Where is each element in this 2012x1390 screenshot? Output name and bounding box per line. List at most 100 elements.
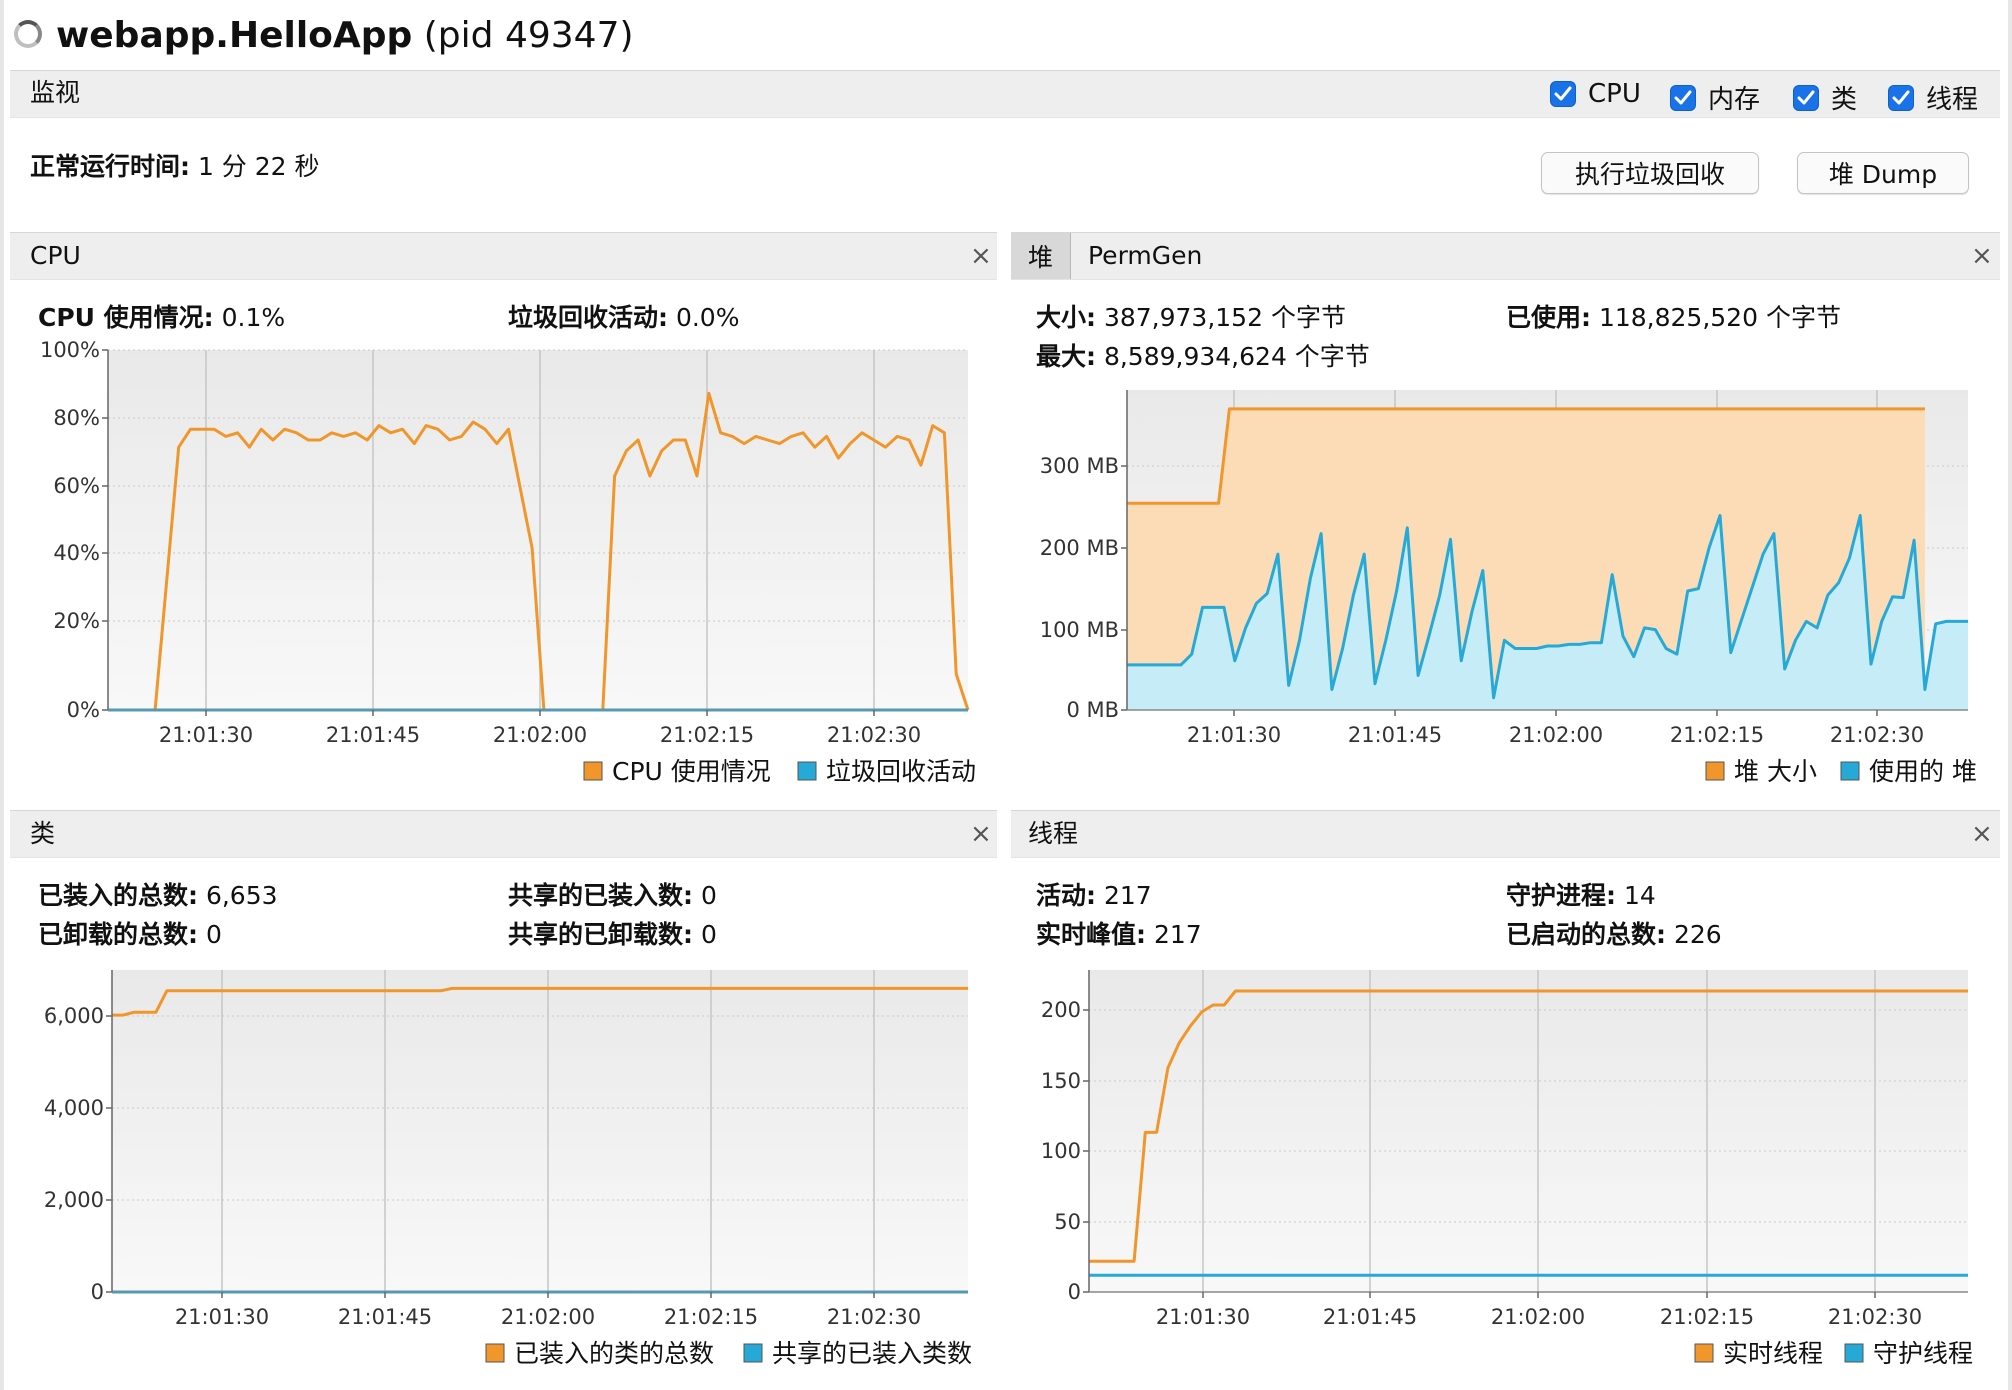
app-name: webapp.HelloApp	[56, 15, 413, 56]
stat-value: 118,825,520 个字节	[1598, 303, 1841, 332]
x-tick-label: 21:01:30	[1187, 723, 1281, 747]
window-left-border	[0, 0, 4, 1390]
heap-dump-button[interactable]: 堆 Dump	[1797, 152, 1969, 194]
series-line	[1089, 989, 1968, 1263]
legend-label: 使用的 堆	[1869, 757, 1977, 786]
checkbox-cpu[interactable]: CPU	[1550, 79, 1641, 109]
threads-panel-close-icon[interactable]: ×	[1971, 819, 1993, 849]
x-tick-label: 21:02:15	[660, 723, 754, 747]
stat-label: 实时峰值:	[1036, 920, 1146, 949]
uptime-label: 正常运行时间:	[30, 152, 190, 181]
y-tick-label: 0 MB	[1066, 698, 1119, 722]
y-tick-label: 200	[1041, 998, 1081, 1022]
stat-label: 共享的已装入数:	[508, 881, 693, 910]
stat-label: 守护进程:	[1506, 881, 1616, 910]
stat-value: 0	[700, 881, 717, 910]
perform-gc-button[interactable]: 执行垃圾回收	[1541, 152, 1759, 194]
x-tick-label: 21:02:30	[827, 1305, 921, 1329]
series-area	[1127, 515, 1968, 710]
stat-label: 垃圾回收活动:	[508, 303, 668, 332]
x-tick-label: 21:02:30	[1830, 723, 1924, 747]
checkbox-classes[interactable]: 类	[1793, 79, 1857, 116]
classes-shared-loaded-stat: 共享的已装入数: 0	[508, 881, 717, 911]
series-line	[112, 986, 968, 1017]
checkbox-threads-label: 线程	[1926, 85, 1979, 115]
cpu-panel-close-icon[interactable]: ×	[970, 241, 992, 271]
y-tick-label: 300 MB	[1040, 454, 1119, 478]
legend-swatch	[1694, 1343, 1714, 1363]
legend-label: 守护线程	[1873, 1339, 1973, 1368]
legend-swatch	[743, 1343, 763, 1363]
legend-swatch	[1844, 1343, 1864, 1363]
classes-loaded-stat: 已装入的总数: 6,653	[38, 881, 278, 911]
y-tick-label: 100 MB	[1040, 618, 1119, 642]
y-tick-label: 4,000	[44, 1096, 104, 1120]
checkbox-cpu-label: CPU	[1588, 79, 1641, 109]
x-tick-label: 21:02:15	[1660, 1305, 1754, 1329]
legend-label: 垃圾回收活动	[826, 757, 976, 786]
classes-panel-header	[10, 810, 997, 858]
legend-label: CPU 使用情况	[612, 757, 771, 786]
classes-panel-title: 类	[30, 819, 56, 848]
tab-heap[interactable]: 堆	[1011, 233, 1071, 279]
checkbox-memory[interactable]: 内存	[1670, 79, 1760, 116]
x-tick-label: 21:01:45	[1348, 723, 1442, 747]
y-tick-label: 2,000	[44, 1188, 104, 1212]
stat-value: 8,589,934,624 个字节	[1103, 342, 1370, 371]
threads-panel-title: 线程	[1028, 819, 1079, 848]
y-tick-label: 60%	[53, 474, 100, 498]
classes-panel-close-icon[interactable]: ×	[970, 819, 992, 849]
heap-size-stat: 大小: 387,973,152 个字节	[1036, 303, 1346, 333]
legend-label: 堆 大小	[1734, 757, 1817, 786]
classes-chart: 6,000 4,000 2,000 0 21:01:30 21:01:45 21:02:00…	[44, 970, 972, 1368]
cpu-panel-title: CPU	[30, 241, 81, 270]
stat-value: 0.1%	[221, 303, 286, 332]
threads-panel-header	[1011, 810, 2000, 858]
checkbox-checked-icon	[1793, 84, 1819, 111]
x-tick-label: 21:02:00	[493, 723, 587, 747]
x-tick-label: 21:01:30	[1156, 1305, 1250, 1329]
plot-area	[1089, 970, 1968, 1292]
heap-panel-header	[1011, 232, 2000, 280]
stat-label: 已装入的总数:	[38, 881, 198, 910]
heap-used-stat: 已使用: 118,825,520 个字节	[1506, 303, 1841, 333]
app-title: webapp.HelloApp (pid 49347)	[56, 12, 634, 60]
stat-label: CPU 使用情况:	[38, 303, 214, 332]
heap-chart: 300 MB 200 MB 100 MB 0 MB 21:01:30 21:01:45 21…	[1040, 390, 1977, 786]
y-tick-label: 80%	[53, 406, 100, 430]
stat-value: 217	[1153, 920, 1202, 949]
stat-label: 已启动的总数:	[1506, 920, 1666, 949]
y-tick-label: 6,000	[44, 1004, 104, 1028]
heap-max-stat: 最大: 8,589,934,624 个字节	[1036, 342, 1370, 372]
series-line	[1127, 514, 1968, 700]
gc-activity-stat: 垃圾回收活动: 0.0%	[508, 303, 739, 333]
stat-value: 387,973,152 个字节	[1103, 303, 1346, 332]
plot-area	[112, 970, 968, 1292]
window-right-border	[2008, 0, 2012, 1390]
checkbox-memory-label: 内存	[1708, 85, 1761, 115]
y-tick-label: 150	[1041, 1069, 1081, 1093]
x-tick-label: 21:02:00	[1509, 723, 1603, 747]
stat-value: 0.0%	[675, 303, 740, 332]
checkbox-threads[interactable]: 线程	[1888, 79, 1978, 116]
stat-value: 14	[1623, 881, 1656, 910]
stat-value: 217	[1103, 881, 1152, 910]
monitor-title: 监视	[30, 78, 81, 107]
x-tick-label: 21:01:45	[1323, 1305, 1417, 1329]
cpu-usage-stat: CPU 使用情况: 0.1%	[38, 303, 285, 333]
x-tick-label: 21:01:45	[338, 1305, 432, 1329]
y-tick-label: 40%	[53, 541, 100, 565]
heap-panel-close-icon[interactable]: ×	[1971, 241, 1993, 271]
stat-label: 已卸载的总数:	[38, 920, 198, 949]
checkbox-checked-icon	[1888, 84, 1914, 111]
x-tick-label: 21:01:45	[326, 723, 420, 747]
tab-permgen[interactable]: PermGen	[1088, 241, 1203, 270]
legend-swatch	[485, 1343, 505, 1363]
stat-value: 0	[700, 920, 717, 949]
checkbox-checked-icon	[1550, 81, 1576, 107]
cpu-panel-header	[10, 232, 997, 280]
legend-swatch	[1840, 761, 1860, 781]
y-tick-label: 0	[1068, 1280, 1081, 1304]
legend-swatch	[583, 761, 603, 781]
legend-swatch	[797, 761, 817, 781]
